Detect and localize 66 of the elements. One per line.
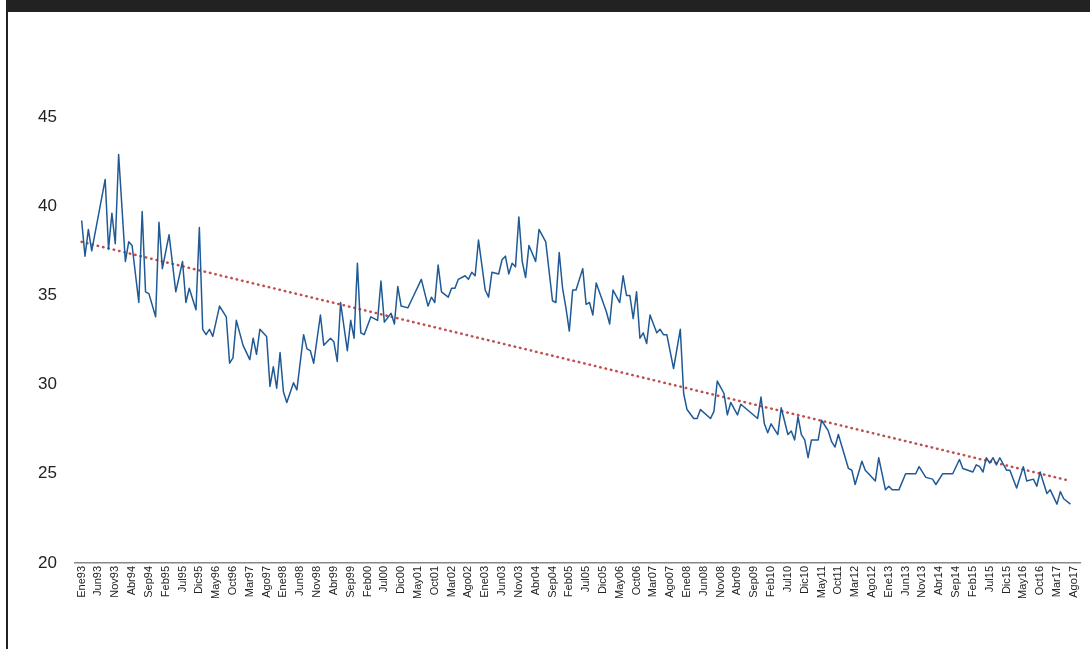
y-tick-label: 45 (37, 106, 57, 126)
x-tick-label: Abr04 (528, 565, 541, 596)
x-tick-label: Oct06 (629, 565, 642, 596)
x-tick-label: May11 (814, 565, 827, 599)
x-tick-label: Nov08 (713, 565, 726, 598)
x-tick-label: Ene93 (74, 565, 87, 598)
x-tick-label: Ago97 (259, 565, 272, 598)
x-tick-label: Ene03 (478, 565, 491, 598)
x-tick-label: Oct01 (427, 565, 440, 596)
x-tick-label: Jun93 (91, 565, 104, 596)
x-tick-label: May06 (612, 565, 625, 600)
x-tick-label: Mar97 (242, 565, 255, 598)
y-tick-label: 35 (37, 285, 57, 305)
x-tick-label: Jun98 (293, 565, 306, 596)
x-tick-label: Feb00 (360, 565, 373, 598)
x-tick-label: Dic00 (394, 565, 407, 595)
x-tick-label: Abr94 (125, 565, 138, 596)
x-tick-label: Abr09 (730, 565, 743, 596)
x-tick-label: Jun08 (696, 565, 709, 596)
x-tick-label: Nov93 (108, 565, 121, 598)
x-tick-label: Sep14 (949, 565, 962, 598)
x-tick-label: Ene08 (680, 565, 693, 598)
x-tick-label: Oct11 (831, 565, 844, 595)
x-tick-label: Ago07 (663, 565, 676, 598)
x-tick-label: Sep94 (141, 565, 154, 598)
x-tick-label: Abr14 (932, 565, 945, 596)
x-tick-label: Jun13 (898, 565, 911, 596)
x-tick-label: Ago12 (865, 565, 878, 598)
x-tick-label: Dic05 (595, 565, 608, 595)
x-tick-label: Feb05 (562, 565, 575, 598)
x-tick-label: Oct96 (226, 565, 239, 596)
x-tick-label: May96 (209, 565, 222, 600)
x-tick-label: Dic10 (797, 565, 810, 595)
x-tick-label: Jul10 (780, 565, 793, 593)
x-tick-label: Feb95 (158, 565, 171, 598)
x-tick-label: Jun03 (495, 565, 508, 596)
y-tick-label: 20 (37, 552, 57, 572)
x-tick-label: Ago02 (461, 565, 474, 598)
x-tick-label: Mar17 (1050, 565, 1062, 598)
x-tick-label: Feb15 (965, 565, 978, 598)
x-tick-label: Mar07 (646, 565, 659, 598)
x-tick-label: May16 (1016, 565, 1029, 600)
x-tick-label: Sep09 (747, 565, 760, 598)
x-tick-label: Feb10 (764, 565, 777, 598)
x-tick-label: Jul95 (175, 565, 188, 593)
x-tick-label: Sep04 (545, 565, 558, 598)
x-tick-label: May01 (410, 565, 423, 600)
x-tick-label: Dic15 (999, 565, 1012, 595)
x-tick-label: Dic95 (192, 565, 205, 595)
x-tick-label: Nov13 (915, 565, 928, 598)
x-tick-label: Abr99 (326, 565, 339, 596)
x-tick-label: Jul15 (982, 565, 995, 593)
x-tick-label: Jul05 (579, 565, 592, 593)
y-tick-label: 40 (37, 195, 57, 215)
x-tick-label: Mar12 (848, 565, 861, 598)
y-tick-label: 30 (37, 374, 57, 394)
y-tick-label: 25 (37, 463, 57, 483)
x-tick-label: Oct16 (1033, 565, 1046, 596)
x-tick-label: Mar02 (444, 565, 457, 598)
x-tick-label: Jul00 (377, 565, 390, 593)
x-tick-label: Sep99 (343, 565, 356, 598)
x-tick-label: Ago17 (1066, 565, 1079, 598)
x-tick-label: Ene98 (276, 565, 289, 598)
x-tick-label: Nov03 (511, 565, 524, 598)
x-tick-label: Nov98 (310, 565, 323, 598)
x-tick-label: Ene13 (881, 565, 894, 598)
